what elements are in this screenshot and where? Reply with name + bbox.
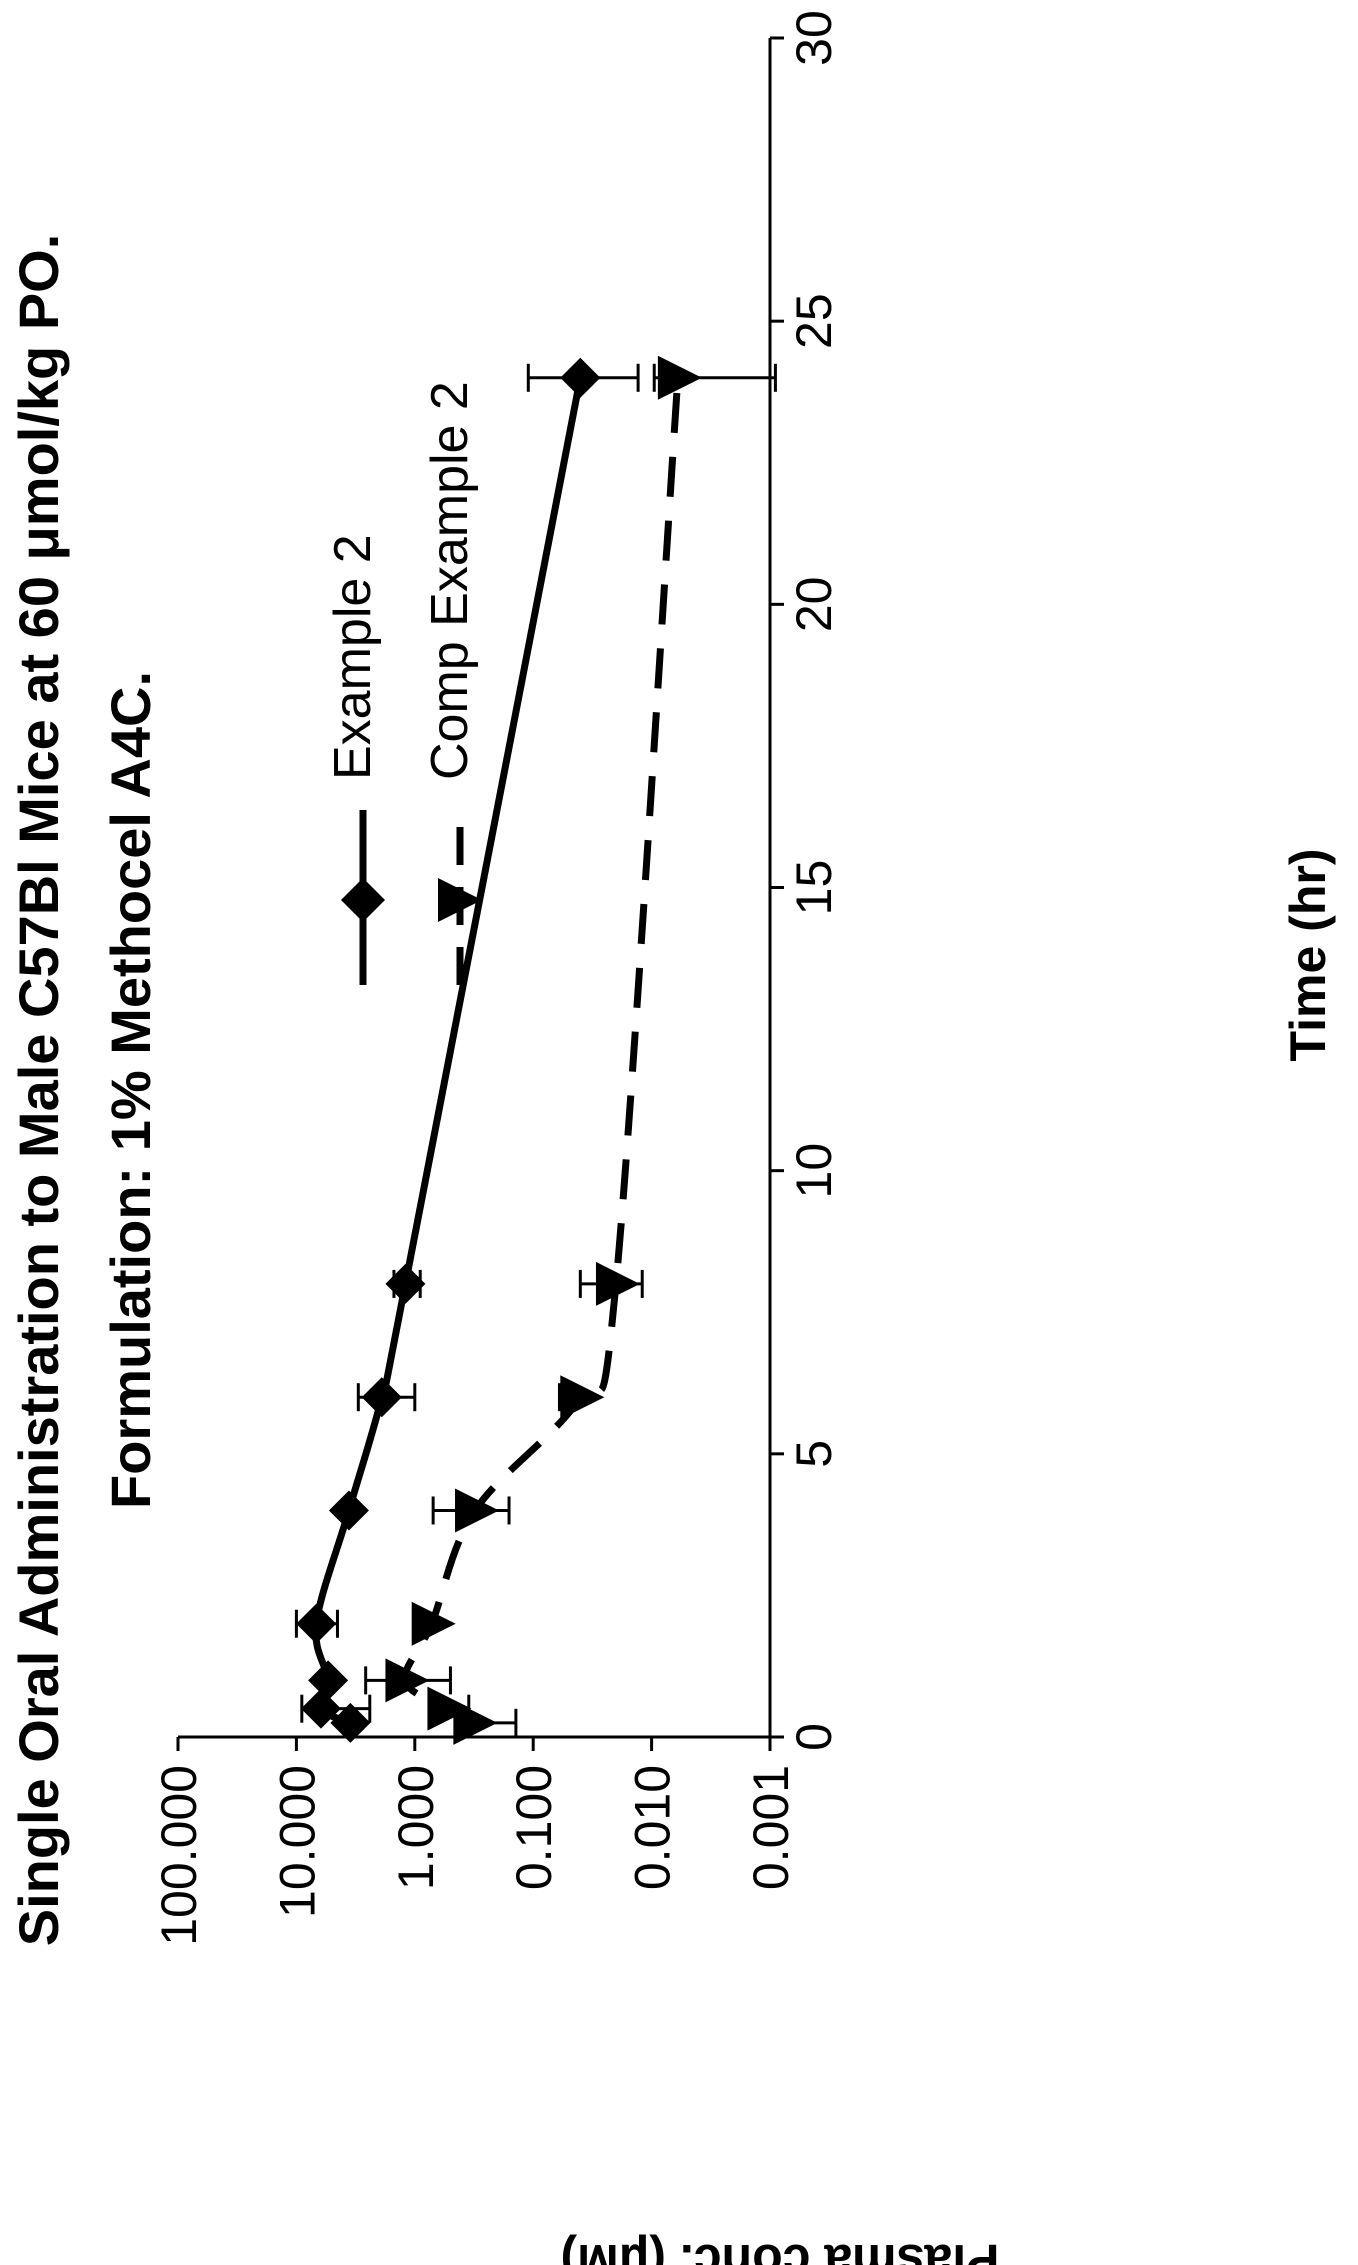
data-point — [560, 1375, 605, 1420]
data-point — [427, 1686, 472, 1731]
legend-marker-comp-example-2 — [438, 878, 482, 922]
y-tick-label: 1.000 — [388, 1765, 444, 1890]
data-point — [657, 355, 702, 400]
data-point — [296, 1603, 337, 1644]
data-point — [330, 1702, 371, 1743]
legend-item-example-2: Example 2 — [324, 534, 385, 985]
x-tick-label: 15 — [786, 860, 842, 916]
legend-label-example-2: Example 2 — [324, 534, 382, 780]
data-point — [328, 1490, 369, 1531]
x-axis-title: Time (hr) — [1280, 849, 1336, 1062]
y-axis-title: Plasma conc. (μM) — [560, 2234, 999, 2265]
legend-item-comp-example-2: Comp Example 2 — [421, 381, 482, 985]
data-point — [455, 1488, 500, 1533]
data-point — [300, 1688, 341, 1729]
x-tick-label: 30 — [786, 10, 842, 66]
legend: Example 2 Comp Example 2 — [324, 381, 482, 985]
data-point — [361, 1377, 402, 1418]
x-tick-label: 10 — [786, 1143, 842, 1199]
data-point — [385, 1658, 430, 1703]
data-point — [560, 357, 601, 398]
data-point — [308, 1660, 349, 1701]
y-tick-label: 0.001 — [743, 1765, 799, 1890]
legend-label-comp-example-2: Comp Example 2 — [421, 381, 479, 780]
series-comp-example-2 — [364, 355, 777, 1745]
chart-subtitle: Formulation: 1% Methocel A4C. — [99, 671, 162, 1509]
y-tick-label: 10.000 — [269, 1765, 325, 1918]
data-point — [385, 1263, 426, 1304]
series-example-2 — [294, 357, 640, 1743]
data-point — [595, 1261, 640, 1306]
legend-marker-example-2 — [341, 878, 385, 922]
y-tick-label: 0.010 — [625, 1765, 681, 1890]
x-tick-label: 5 — [786, 1440, 842, 1468]
chart-title: Single Oral Administration to Male C57Bl… — [7, 234, 70, 1947]
series-layer — [294, 355, 777, 1745]
x-tick-label: 25 — [786, 293, 842, 349]
x-tick-label: 20 — [786, 577, 842, 633]
y-tick-label: 100.000 — [151, 1765, 207, 1946]
y-tick-label: 0.100 — [506, 1765, 562, 1890]
axes: 0 5 10 15 20 25 30 0.001 0.010 0.100 1.000 10.000 10… — [151, 10, 842, 1946]
x-tick-label: 0 — [786, 1723, 842, 1751]
data-point — [411, 1601, 456, 1646]
